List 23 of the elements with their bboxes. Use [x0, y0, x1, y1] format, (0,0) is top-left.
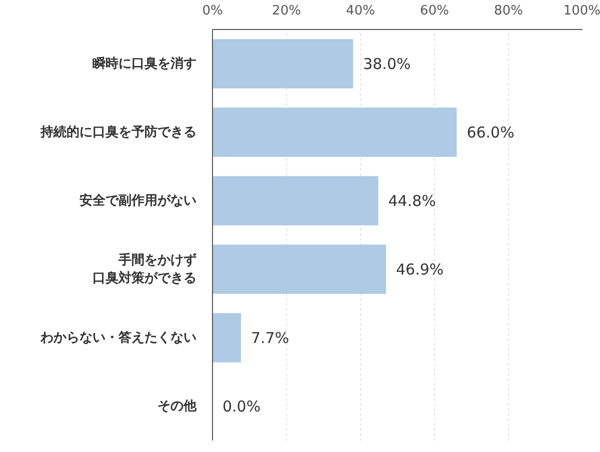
- data-label: 46.9%: [396, 260, 444, 278]
- x-tick-label: 80%: [494, 4, 523, 18]
- y-tick-label: 安全で副作用がない: [80, 192, 196, 208]
- y-tick-label: 瞬時に口臭を消す: [92, 55, 196, 72]
- data-label: 66.0%: [466, 123, 514, 142]
- y-tick-label: 持続的に口臭を予防できる: [40, 124, 196, 140]
- x-tick-label: 60%: [420, 4, 449, 18]
- bar: [212, 244, 386, 294]
- y-tick-label: 手間をかけず口臭対策ができる: [92, 252, 196, 286]
- data-label: 0.0%: [222, 397, 261, 416]
- x-tick-label: 100%: [563, 4, 600, 18]
- bar: [212, 108, 457, 157]
- data-label: 7.7%: [250, 328, 290, 347]
- data-label: 44.8%: [388, 192, 436, 210]
- bar: [212, 313, 241, 362]
- bar: [212, 176, 378, 226]
- x-tick-label: 20%: [272, 4, 301, 18]
- bar: [212, 39, 354, 88]
- data-label: 38.0%: [363, 54, 411, 73]
- y-tick-label: わからない・答えたくない: [40, 330, 196, 346]
- y-tick-label: その他: [158, 398, 198, 414]
- x-tick-label: 40%: [346, 4, 375, 18]
- x-tick-label: 0%: [202, 4, 223, 18]
